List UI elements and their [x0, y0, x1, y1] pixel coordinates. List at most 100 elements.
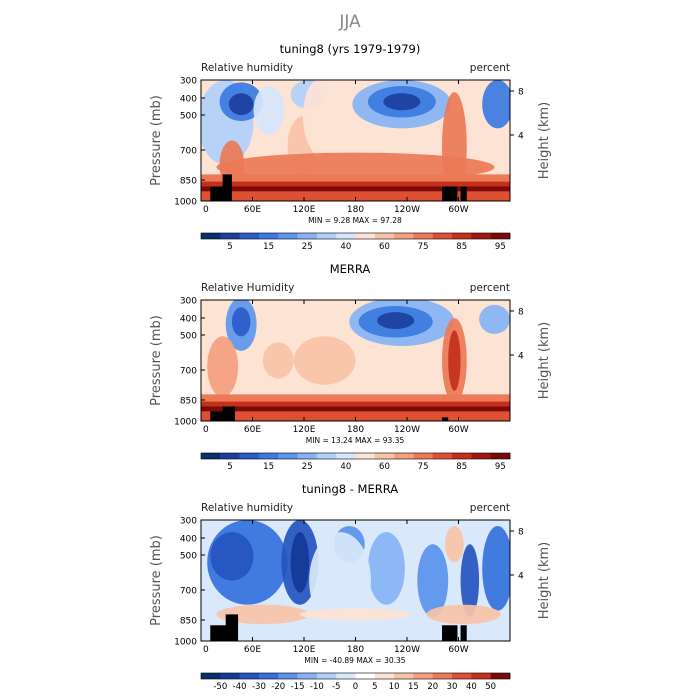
y2-axis-title: Height (km)	[537, 542, 552, 619]
y-axis-title: Pressure (mb)	[149, 315, 164, 406]
boundary-layer-band	[201, 186, 510, 193]
heatmap-region	[299, 608, 412, 621]
colorbar-label: 30	[447, 682, 458, 692]
lon-tick-label: 180	[347, 645, 364, 655]
pressure-tick-label: 400	[180, 535, 197, 545]
topography-block	[222, 406, 235, 421]
heatmap-region	[377, 312, 415, 330]
height-tick-label: 8	[518, 88, 524, 98]
heatmap-region	[361, 358, 412, 388]
boundary-layer-band	[201, 191, 510, 201]
topography-block	[210, 625, 229, 641]
heatmap-region	[367, 532, 405, 605]
lon-tick-label: 180	[347, 425, 364, 435]
pressure-tick-label: 500	[180, 112, 197, 122]
panel-title: tuning8 - MERRA	[302, 482, 398, 496]
colorbar-swatch	[258, 233, 279, 239]
colorbar-swatch	[336, 453, 356, 459]
colorbar-swatch	[297, 673, 318, 679]
y2-axis-title: Height (km)	[537, 102, 552, 179]
pressure-tick-label: 500	[180, 552, 197, 562]
colorbar-swatch	[258, 673, 279, 679]
colorbar-swatch	[394, 233, 414, 239]
topography-block	[442, 417, 449, 421]
colorbar-label: 40	[340, 242, 351, 252]
lon-tick-label: 60E	[244, 425, 261, 435]
colorbar-label: 25	[302, 462, 313, 472]
min-max-readout: MIN = -40.89 MAX = 30.35	[304, 656, 405, 665]
panel-title: tuning8 (yrs 1979-1979)	[280, 42, 421, 56]
pressure-tick-label: 500	[180, 332, 197, 342]
topography-block	[210, 186, 226, 201]
lon-tick-label: 120E	[293, 425, 316, 435]
pressure-tick-label: 700	[180, 367, 197, 377]
panel-1: tuning8 (yrs 1979-1979) Relative humidity…	[149, 42, 552, 252]
colorbar-swatch	[452, 453, 472, 459]
colorbar-label: 25	[302, 242, 313, 252]
heatmap-region	[309, 532, 371, 629]
colorbar-label: 15	[263, 242, 274, 252]
lon-tick-label: 0	[203, 425, 209, 435]
heatmap-region	[482, 526, 510, 611]
colorbar-swatch	[355, 673, 376, 679]
heatmap-field	[201, 520, 510, 641]
y-axis-title: Pressure (mb)	[149, 95, 164, 186]
min-max-readout: MIN = 13.24 MAX = 93.35	[306, 436, 405, 445]
heatmap-region	[290, 532, 310, 593]
height-tick-label: 4	[518, 572, 524, 582]
colorbar-label: 95	[495, 462, 506, 472]
colorbar-swatch	[355, 453, 376, 459]
heatmap-region	[231, 307, 251, 337]
lon-tick-label: 60W	[448, 205, 468, 215]
topography-block	[210, 411, 229, 421]
topography-block	[460, 186, 467, 201]
boundary-layer-band	[201, 406, 510, 413]
colorbar-swatch	[278, 233, 298, 239]
panel-variable-label: Relative humidity	[201, 62, 293, 74]
heatmap-region	[293, 336, 356, 385]
lon-tick-label: 120W	[394, 205, 420, 215]
lon-tick-label: 120W	[394, 425, 420, 435]
colorbar-swatch	[413, 453, 434, 459]
colorbar-swatch	[316, 233, 337, 239]
colorbar-swatch	[471, 233, 491, 239]
colorbar-swatch	[490, 233, 511, 239]
pressure-tick-label: 850	[180, 177, 197, 187]
colorbar-frame	[200, 452, 511, 460]
colorbar-swatch	[394, 453, 414, 459]
heatmap-region	[460, 544, 480, 617]
boundary-layer-band	[201, 411, 510, 421]
heatmap-field	[201, 300, 510, 421]
colorbar-frame	[200, 232, 511, 240]
colorbar-swatch	[336, 673, 356, 679]
pressure-tick-label: 400	[180, 95, 197, 105]
colorbar-swatch	[336, 233, 356, 239]
colorbar-label: 10	[389, 682, 400, 692]
colorbar-swatch	[394, 673, 414, 679]
colorbar-label: 0	[353, 682, 358, 692]
topography-block	[222, 174, 232, 201]
colorbar-label: -50	[213, 682, 227, 692]
pressure-tick-label: 300	[180, 517, 197, 527]
topography-block	[225, 614, 239, 641]
colorbar-swatch	[220, 233, 240, 239]
lon-tick-label: 0	[203, 205, 209, 215]
pressure-tick-label: 300	[180, 77, 197, 87]
colorbar-swatch	[471, 453, 491, 459]
colorbar-swatch	[452, 233, 472, 239]
colorbar-swatch	[316, 673, 337, 679]
topography-block	[460, 625, 467, 641]
lon-tick-label: 60E	[244, 645, 261, 655]
colorbar-swatch	[490, 453, 511, 459]
panel-title: MERRA	[330, 262, 371, 276]
colorbar-label: -30	[252, 682, 266, 692]
colorbar-label: -20	[271, 682, 285, 692]
colorbar-swatch	[452, 673, 472, 679]
pressure-tick-label: 400	[180, 315, 197, 325]
height-tick-label: 8	[518, 528, 524, 538]
panel-units-label: percent	[470, 62, 510, 74]
panel-units-label: percent	[470, 282, 510, 294]
heatmap-region	[262, 342, 294, 379]
